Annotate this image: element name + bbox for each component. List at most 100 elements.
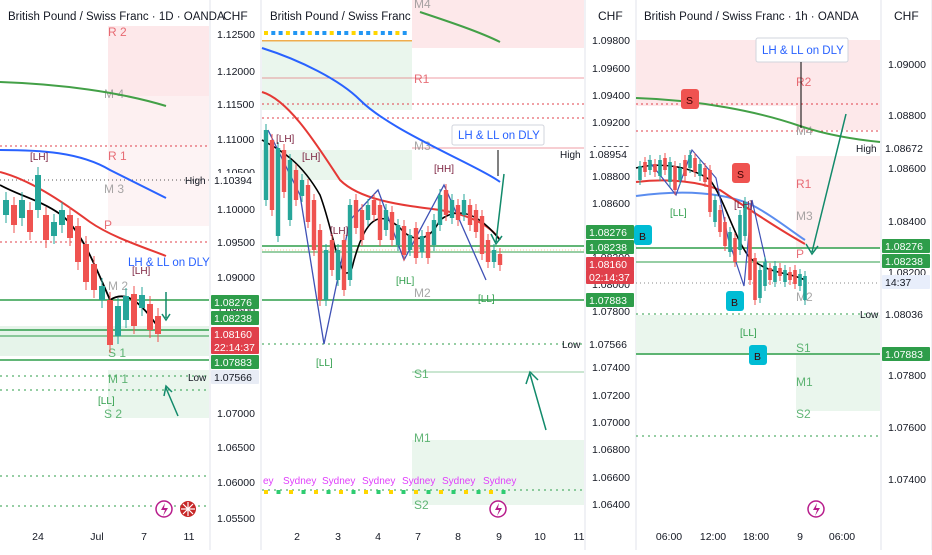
h4-zones: M4R1M3PM2S1M1S2[LH][LH][LH][HH][LL][HL][… — [261, 0, 634, 518]
candle-body — [425, 232, 431, 258]
x-tick-label: 2 — [294, 531, 300, 543]
session-dot — [451, 490, 456, 494]
session-dot — [322, 31, 327, 35]
candle-body — [437, 195, 443, 225]
ema-red-line — [0, 171, 167, 257]
swing-label: [LH] — [734, 200, 753, 211]
candle-body — [139, 295, 145, 308]
price-tag-r1-bg — [586, 225, 634, 239]
price-tag-r2: 1.08238 — [586, 240, 634, 254]
price-tag-s1-text: 1.07883 — [214, 357, 252, 369]
y-tick-label: 1.09000 — [217, 272, 255, 284]
zone-label: M4 — [796, 124, 813, 138]
session-dot — [395, 31, 400, 35]
x-tick-label: 11 — [574, 531, 585, 543]
arrow-up-icon — [163, 384, 179, 417]
candle-body — [753, 258, 757, 300]
x-tick-label: 06:00 — [829, 531, 855, 543]
candle-body — [718, 210, 722, 232]
zone-s2 — [108, 370, 209, 418]
zone-s2 — [796, 355, 880, 411]
currency-label: CHF — [598, 9, 623, 23]
zone-label: M4 — [414, 0, 431, 11]
session-dot — [414, 490, 418, 494]
candle-body — [748, 210, 752, 280]
session-dot — [264, 490, 268, 494]
high-value-tag-text: 1.10394 — [214, 175, 252, 187]
price-tag-r2-text: 1.08238 — [885, 256, 923, 268]
session-label: Sydney — [322, 476, 355, 487]
candle-body — [11, 205, 17, 225]
y-tick-label: 1.06400 — [592, 499, 630, 511]
annotation-box — [755, 37, 849, 63]
candle-body — [389, 212, 395, 240]
zone-m3 — [108, 146, 209, 226]
session-dot — [464, 490, 468, 494]
zone-label: S 1 — [108, 346, 126, 360]
candle-body — [723, 222, 727, 246]
zone-label: S1 — [414, 367, 429, 381]
countdown-tag-text: 02:14:37 — [589, 272, 630, 284]
low-value-tag-bg — [882, 307, 930, 321]
signal-label: B — [754, 351, 761, 363]
swing-label: [LH] — [132, 266, 151, 277]
candle-body — [443, 190, 449, 215]
price-tag-r2: 1.08238 — [211, 311, 259, 325]
price-tag-r2: 1.08238 — [882, 254, 930, 268]
y-tick-label: 1.12500 — [217, 29, 255, 41]
zone-label: S2 — [414, 498, 429, 512]
session-dot — [364, 490, 368, 494]
low-value-tag: 1.08036 — [882, 307, 930, 321]
candle-body — [479, 216, 485, 254]
price-tag-r2-bg — [211, 311, 259, 325]
high-value-tag: 1.10394 — [211, 173, 259, 187]
annotation-label: LH & LL on DLY — [458, 130, 540, 142]
candle-body — [658, 160, 662, 176]
candle-body — [341, 240, 347, 290]
y-tick-label: 1.08800 — [592, 171, 630, 183]
zone-label: M2 — [414, 286, 431, 300]
y-tick-label: 1.07000 — [592, 417, 630, 429]
candle-body — [353, 200, 359, 228]
high-label: High — [560, 150, 581, 161]
y-tick-label: 1.09000 — [888, 59, 926, 71]
daily-zones: R 2M 4R 1M 3PM 2S 1M 1S 2[LH][LH][LL]LH … — [0, 25, 259, 518]
high-value-tag-bg — [211, 173, 259, 187]
y-tick-label: 1.06600 — [592, 472, 630, 484]
arrow-down-icon — [805, 113, 847, 256]
zone-s1 — [0, 326, 209, 356]
candle-body — [275, 148, 281, 236]
zone-label: R 2 — [108, 25, 127, 39]
candle-body — [281, 150, 287, 192]
candle-body — [269, 140, 275, 210]
candle-body — [27, 210, 33, 232]
signal-label: S — [686, 95, 693, 107]
session-dot — [358, 31, 363, 35]
candle-body — [728, 232, 732, 252]
session-dot — [315, 31, 320, 35]
ma-green-line — [0, 81, 167, 107]
candle-body — [371, 200, 377, 215]
y-tick-label: 1.11500 — [217, 99, 254, 111]
x-tick-label: 11 — [184, 531, 195, 543]
y-tick-label: 1.08800 — [888, 110, 926, 122]
lightning-glyph — [161, 503, 168, 516]
candle-body — [758, 270, 762, 298]
low-label: Low — [188, 373, 207, 384]
y-tick-label: 1.07800 — [592, 306, 630, 318]
low-value-tag-bg — [211, 370, 259, 384]
x-tick-label: 06:00 — [656, 531, 682, 543]
x-tick-label: 7 — [141, 531, 147, 543]
candle-body — [347, 205, 353, 280]
zone-r2b — [796, 80, 880, 130]
session-label: Sydney — [402, 476, 435, 487]
swing-label: [LH] — [30, 152, 49, 163]
high-label: High — [856, 144, 877, 155]
signal-marker — [634, 225, 652, 245]
session-dot — [337, 31, 341, 35]
y-tick-label: 1.09400 — [592, 90, 630, 102]
low-value-tag-text: 1.08036 — [885, 309, 923, 321]
session-dot — [293, 31, 298, 35]
candle-body — [688, 155, 692, 168]
swing-label: [LH] — [302, 152, 321, 163]
